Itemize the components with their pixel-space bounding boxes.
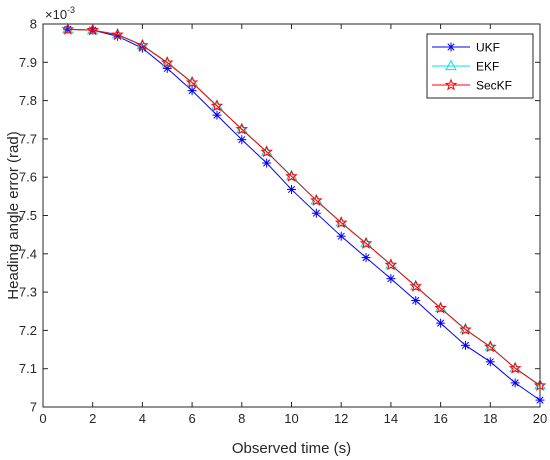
series-line-seckf	[67, 28, 541, 386]
series-seckf	[61, 22, 547, 391]
y-tick-label: 7.4	[19, 246, 37, 261]
legend: UKF EKF SecKF	[426, 33, 534, 99]
y-tick-label: 7.3	[19, 285, 37, 300]
data-point-seckf	[508, 361, 522, 374]
legend-label-ekf: EKF	[476, 60, 499, 74]
data-point-seckf	[459, 323, 472, 335]
data-point-ukf	[386, 274, 396, 284]
data-point-seckf	[409, 279, 423, 292]
data-point-ukf	[411, 296, 421, 306]
x-tick-label: 2	[89, 411, 96, 426]
data-point-ukf	[535, 395, 545, 405]
data-point-ekf	[310, 193, 323, 205]
y-axis-label: Heading angle error (rad)	[5, 131, 22, 299]
data-point-seckf	[384, 258, 398, 271]
data-point-seckf	[111, 28, 124, 41]
x-tick-label: 20	[533, 411, 547, 426]
legend-item-ukf: UKF	[432, 41, 500, 55]
y-tick-label: 7.5	[19, 208, 37, 223]
data-point-seckf	[136, 38, 149, 51]
series-line-ukf	[67, 28, 541, 401]
data-point-seckf	[210, 99, 224, 112]
data-point-seckf	[434, 301, 447, 314]
data-point-ekf	[509, 361, 521, 373]
data-point-seckf	[160, 56, 174, 69]
legend-item-seckf: SecKF	[432, 78, 512, 93]
legend-label-ukf: UKF	[476, 41, 500, 55]
data-point-seckf	[285, 169, 298, 182]
legend-item-ekf: EKF	[432, 60, 499, 74]
x-tick-label: 0	[39, 411, 46, 426]
x-tick-label: 4	[139, 411, 146, 426]
data-point-seckf	[260, 145, 273, 158]
data-point-ukf	[485, 357, 495, 367]
data-point-ukf	[262, 158, 272, 168]
x-tick-label: 8	[238, 411, 245, 426]
y-tick-label: 7	[30, 400, 37, 415]
y-axis-ticks: 7 7.1 7.2 7.3 7.4 7.5 7.6 7.7 7.8 7.9 8	[19, 17, 540, 415]
y-tick-label: 7.8	[19, 93, 37, 108]
legend-marker-seckf	[444, 78, 458, 91]
data-point-ekf	[335, 216, 347, 227]
data-point-ekf	[409, 279, 422, 291]
y-tick-label: 8	[30, 17, 37, 32]
data-point-ekf	[459, 323, 472, 334]
data-point-seckf	[185, 75, 199, 88]
x-tick-label: 18	[483, 411, 497, 426]
data-point-ukf	[336, 231, 346, 241]
x-tick-label: 14	[384, 411, 398, 426]
x-tick-label: 10	[284, 411, 298, 426]
data-point-ekf	[434, 301, 447, 312]
legend-marker-ukf	[446, 42, 456, 52]
data-point-ekf	[285, 169, 298, 181]
y-tick-label: 7.9	[19, 55, 37, 70]
data-point-ukf	[237, 135, 247, 145]
data-point-ukf	[510, 378, 520, 388]
y-tick-label: 7.2	[19, 323, 37, 338]
x-axis-ticks: 0 2 4 6 8 10 12 14 16 18 20	[39, 24, 547, 426]
data-point-seckf	[484, 340, 497, 353]
data-point-ekf	[236, 122, 248, 134]
data-point-ekf	[260, 145, 273, 156]
data-point-ekf	[62, 23, 74, 34]
data-point-ukf	[212, 110, 222, 120]
data-point-ekf	[111, 28, 124, 39]
x-tick-label: 12	[334, 411, 348, 426]
data-point-ekf	[360, 236, 372, 248]
data-point-seckf	[86, 23, 99, 36]
data-point-ekf	[86, 23, 99, 35]
legend-label-seckf: SecKF	[476, 79, 512, 93]
y-tick-label: 7.1	[19, 361, 37, 376]
data-point-ukf	[460, 340, 470, 350]
y-tick-label: 7.7	[19, 131, 37, 146]
data-point-seckf	[235, 122, 249, 135]
data-point-seckf	[61, 22, 75, 35]
y-axis-multiplier-base: ×10	[45, 7, 67, 22]
data-point-seckf	[310, 193, 323, 206]
data-point-ekf	[211, 99, 223, 110]
data-point-ukf	[311, 208, 321, 218]
x-tick-label: 6	[188, 411, 195, 426]
series-layer	[61, 22, 547, 405]
data-point-ukf	[361, 253, 371, 263]
data-point-ukf	[287, 184, 296, 194]
y-axis-multiplier-exponent: -3	[67, 5, 75, 15]
data-point-ekf	[186, 75, 198, 87]
data-point-seckf	[533, 378, 547, 391]
data-point-seckf	[359, 236, 373, 249]
data-point-ekf	[385, 258, 397, 269]
y-axis-multiplier: ×10-3	[45, 5, 75, 22]
data-point-ukf	[436, 318, 446, 328]
data-point-seckf	[334, 216, 348, 229]
data-point-ukf	[187, 86, 197, 96]
legend-marker-ekf	[445, 59, 457, 71]
y-tick-label: 7.6	[19, 170, 37, 185]
x-tick-label: 16	[433, 411, 447, 426]
x-axis-label: Observed time (s)	[232, 440, 351, 457]
